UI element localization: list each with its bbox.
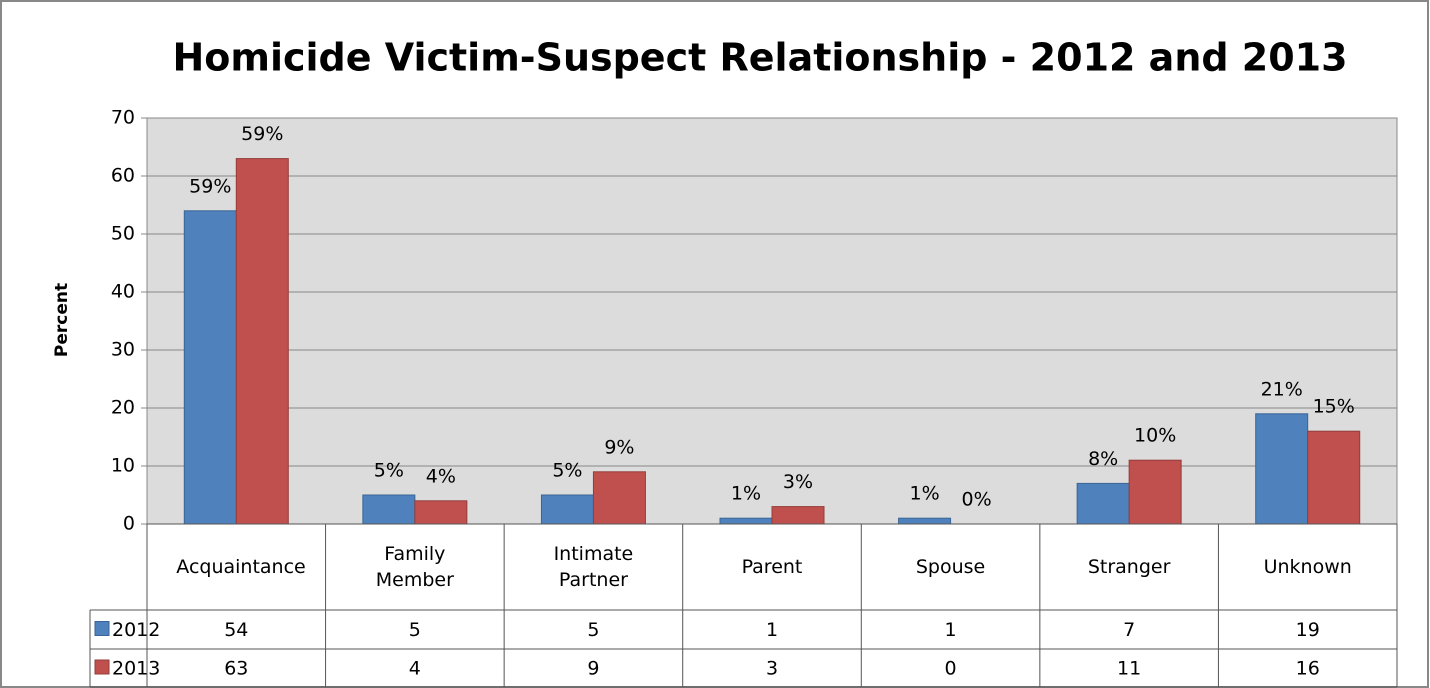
data-label: 59%: [241, 123, 283, 145]
x-tick-label: Spouse: [861, 524, 1040, 610]
table-value: 16: [1296, 658, 1320, 680]
plot-area: [146, 117, 1398, 525]
data-label: 1%: [909, 483, 939, 505]
category-text: Spouse: [915, 556, 986, 578]
table-value: 0: [945, 658, 957, 680]
table-value: 5: [587, 619, 599, 641]
table-value: 54: [224, 619, 248, 641]
data-label: 4%: [426, 465, 456, 487]
table-value: 1: [945, 619, 957, 641]
y-tick-label: 50: [111, 223, 135, 245]
x-tick-label: Parent: [683, 524, 862, 610]
data-label: 3%: [783, 471, 813, 493]
legend-label: 2013: [112, 658, 160, 680]
category-text: Parent: [741, 556, 803, 578]
data-label: 8%: [1088, 448, 1118, 470]
bar: [183, 210, 237, 525]
table-value: 11: [1117, 658, 1141, 680]
bar: [1076, 482, 1130, 525]
bar: [1128, 459, 1182, 525]
category-text: Acquaintance: [176, 556, 306, 578]
legend-swatch: [94, 659, 110, 675]
bar: [362, 494, 416, 525]
x-tick-label: Intimate Partner: [504, 524, 683, 610]
bar: [235, 158, 289, 525]
y-tick-label: 30: [111, 339, 135, 361]
y-tick-label: 70: [111, 107, 135, 129]
table-value: 4: [409, 658, 421, 680]
y-tick-label: 10: [111, 455, 135, 477]
category-text: Intimate Partner: [553, 543, 634, 591]
table-value: 19: [1296, 619, 1320, 641]
bar: [414, 500, 468, 525]
table-value: 7: [1123, 619, 1135, 641]
data-label: 5%: [552, 460, 582, 482]
table-value: 1: [766, 619, 778, 641]
category-text: Family Member: [375, 543, 454, 591]
table-value: 5: [409, 619, 421, 641]
data-label: 10%: [1134, 425, 1176, 447]
bar: [592, 471, 646, 525]
bar: [1255, 413, 1309, 525]
table-value: 63: [224, 658, 248, 680]
x-tick-label: Unknown: [1218, 524, 1397, 610]
bar: [771, 506, 825, 525]
y-axis-label: Percent: [52, 283, 72, 357]
x-tick-label: Acquaintance: [147, 524, 326, 610]
data-label: 5%: [374, 460, 404, 482]
x-tick-label: Stranger: [1040, 524, 1219, 610]
data-label: 59%: [189, 175, 231, 197]
data-label: 0%: [961, 489, 991, 511]
x-tick-label: Family Member: [326, 524, 505, 610]
y-tick-label: 20: [111, 397, 135, 419]
category-text: Stranger: [1087, 556, 1171, 578]
table-value: 3: [766, 658, 778, 680]
chart-title: Homicide Victim-Suspect Relationship - 2…: [172, 36, 1347, 80]
category-text: Unknown: [1263, 556, 1352, 578]
data-label: 1%: [731, 483, 761, 505]
bar: [540, 494, 594, 525]
data-label: 15%: [1313, 396, 1355, 418]
bar: [1307, 430, 1361, 525]
legend-swatch: [94, 621, 110, 636]
y-tick-label: 40: [111, 281, 135, 303]
y-tick-label: 60: [111, 165, 135, 187]
table-value: 9: [587, 658, 599, 680]
legend-label: 2012: [112, 619, 160, 641]
y-tick-label: 0: [123, 513, 135, 535]
data-label: 9%: [604, 436, 634, 458]
data-label: 21%: [1261, 378, 1303, 400]
